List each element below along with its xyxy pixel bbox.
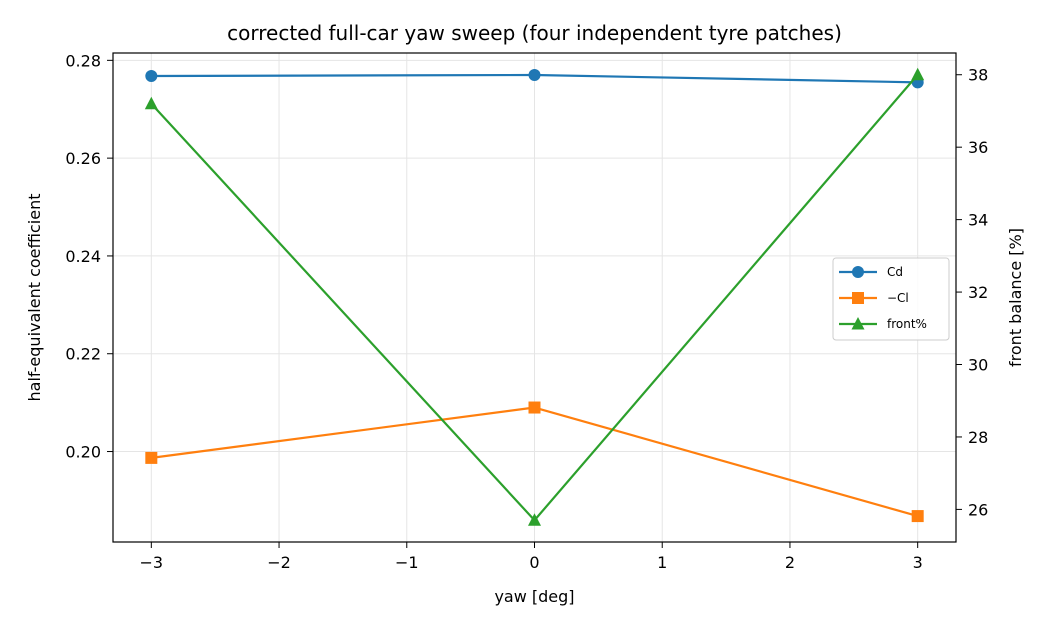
x-tick-label: 0 bbox=[529, 553, 539, 572]
series-point-2 bbox=[911, 67, 925, 81]
legend-marker-0 bbox=[852, 266, 864, 278]
x-tick-label: −3 bbox=[140, 553, 164, 572]
x-tick-label: 2 bbox=[785, 553, 795, 572]
y-tick-label: 0.20 bbox=[65, 443, 101, 462]
y2-tick-label: 32 bbox=[968, 283, 988, 302]
y2-tick-label: 34 bbox=[968, 211, 988, 230]
y-axis-label: half-equivalent coefficient bbox=[25, 194, 44, 402]
legend-marker-2 bbox=[851, 317, 865, 330]
x-tick-label: 1 bbox=[657, 553, 667, 572]
y2-axis-label: front balance [%] bbox=[1006, 228, 1025, 367]
y-tick-label: 0.28 bbox=[65, 51, 101, 70]
y2-tick-label: 30 bbox=[968, 356, 988, 375]
y2-tick-label: 28 bbox=[968, 428, 988, 447]
chart-title: corrected full-car yaw sweep (four indep… bbox=[227, 21, 842, 45]
series-point-1 bbox=[145, 451, 158, 464]
series-point-1 bbox=[911, 510, 924, 523]
legend: Cd −Cl front% bbox=[832, 257, 950, 341]
series-point-2 bbox=[144, 96, 158, 110]
legend-label-1: −Cl bbox=[887, 291, 909, 305]
legend-marker-1 bbox=[852, 292, 864, 304]
ticks: −3 −2 −1 0 1 2 3 0.20 0.22 0.24 0.26 0.28 26 28 30 32 34… bbox=[65, 51, 988, 572]
y2-tick-label: 36 bbox=[968, 138, 988, 157]
x-axis-label: yaw [deg] bbox=[494, 587, 574, 606]
x-tick-label: −1 bbox=[395, 553, 419, 572]
y-tick-label: 0.26 bbox=[65, 149, 101, 168]
y-tick-label: 0.22 bbox=[65, 345, 101, 364]
y-tick-label: 0.24 bbox=[65, 247, 101, 266]
series-point-1 bbox=[528, 401, 541, 414]
legend-box bbox=[832, 257, 950, 341]
x-tick-label: −2 bbox=[267, 553, 291, 572]
legend-label-2: front% bbox=[887, 317, 927, 331]
y2-tick-label: 26 bbox=[968, 500, 988, 519]
y2-tick-label: 38 bbox=[968, 66, 988, 85]
series-point-0 bbox=[145, 69, 158, 82]
series-point-0 bbox=[528, 69, 541, 82]
series-point-2 bbox=[528, 513, 541, 526]
series-layer bbox=[144, 67, 925, 526]
grid bbox=[113, 53, 956, 542]
legend-label-0: Cd bbox=[887, 265, 903, 279]
x-tick-label: 3 bbox=[913, 553, 923, 572]
